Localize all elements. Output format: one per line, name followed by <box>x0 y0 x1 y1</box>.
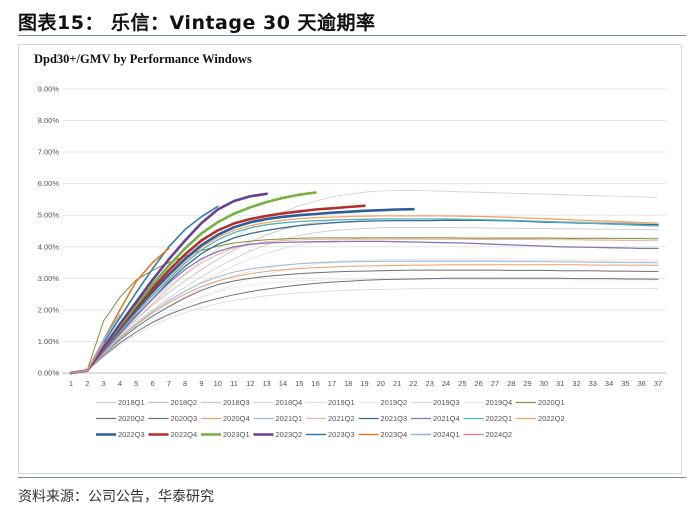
legend-label-2019Q3: 2019Q3 <box>433 398 460 407</box>
x-tick-label: 19 <box>360 379 368 388</box>
series-line-2020Q4 <box>70 264 659 374</box>
series-line-2022Q1 <box>70 218 659 374</box>
chart-frame <box>18 44 682 474</box>
y-tick-label: 5.00% <box>38 211 60 220</box>
x-tick-label: 32 <box>572 379 580 388</box>
series-line-2022Q3 <box>69 207 415 375</box>
x-tick-label: 11 <box>230 379 238 388</box>
series-line-2019Q2 <box>70 278 659 374</box>
x-tick-label: 2 <box>85 379 89 388</box>
legend-label-2020Q3: 2020Q3 <box>171 414 198 423</box>
x-tick-label: 36 <box>638 379 646 388</box>
x-tick-label: 9 <box>199 379 203 388</box>
x-tick-label: 10 <box>214 379 222 388</box>
legend-label-2021Q4: 2021Q4 <box>433 414 460 423</box>
y-tick-label: 0.00% <box>38 369 60 378</box>
series-line-2021Q1 <box>70 260 659 374</box>
x-tick-label: 29 <box>523 379 531 388</box>
y-tick-label: 2.00% <box>38 305 60 314</box>
series-line-2018Q3 <box>70 227 659 374</box>
x-tick-label: 13 <box>262 379 270 388</box>
legend-label-2022Q4: 2022Q4 <box>171 430 198 439</box>
bottom-rule <box>18 477 686 478</box>
legend-label-2023Q2: 2023Q2 <box>276 430 303 439</box>
legend-label-2018Q2: 2018Q2 <box>171 398 198 407</box>
series-line-2020Q3 <box>70 277 659 374</box>
series-line-2023Q2 <box>69 192 268 375</box>
x-tick-label: 8 <box>183 379 187 388</box>
x-tick-label: 27 <box>491 379 499 388</box>
x-tick-label: 7 <box>167 379 171 388</box>
legend-label-2023Q4: 2023Q4 <box>381 430 408 439</box>
x-tick-label: 25 <box>458 379 466 388</box>
legend-label-2020Q2: 2020Q2 <box>118 414 145 423</box>
legend-label-2021Q3: 2021Q3 <box>381 414 408 423</box>
legend-label-2022Q3: 2022Q3 <box>118 430 145 439</box>
legend-label-2019Q2: 2019Q2 <box>381 398 408 407</box>
x-tick-label: 24 <box>442 379 450 388</box>
x-tick-label: 5 <box>134 379 138 388</box>
x-tick-label: 35 <box>621 379 629 388</box>
series-line-2022Q2 <box>70 215 659 374</box>
series-line-2024Q2 <box>70 342 105 374</box>
y-tick-label: 7.00% <box>38 148 60 157</box>
x-tick-label: 14 <box>279 379 287 388</box>
x-tick-label: 30 <box>540 379 548 388</box>
figure-title: 图表15： 乐信：Vintage 30 天逾期率 <box>18 12 376 34</box>
series-line-2021Q2 <box>70 238 659 374</box>
legend-label-2023Q3: 2023Q3 <box>328 430 355 439</box>
x-tick-label: 12 <box>246 379 254 388</box>
x-tick-label: 6 <box>150 379 154 388</box>
y-tick-label: 3.00% <box>38 274 60 283</box>
series-line-2020Q2 <box>70 269 659 374</box>
legend-label-2018Q3: 2018Q3 <box>223 398 250 407</box>
x-tick-label: 3 <box>102 379 106 388</box>
y-tick-label: 1.00% <box>38 337 60 346</box>
x-tick-label: 37 <box>654 379 662 388</box>
x-tick-label: 33 <box>589 379 597 388</box>
legend-label-2019Q4: 2019Q4 <box>486 398 513 407</box>
x-tick-label: 1 <box>69 379 73 388</box>
source-note: 资料来源：公司公告，华泰研究 <box>18 489 214 505</box>
legend-label-2021Q2: 2021Q2 <box>328 414 355 423</box>
x-tick-label: 28 <box>507 379 515 388</box>
series-line-2018Q1 <box>70 190 659 374</box>
x-tick-label: 23 <box>426 379 434 388</box>
legend-label-2019Q1: 2019Q1 <box>328 398 355 407</box>
legend-label-2020Q1: 2020Q1 <box>538 398 565 407</box>
legend-label-2024Q2: 2024Q2 <box>486 430 513 439</box>
legend-label-2022Q2: 2022Q2 <box>538 414 565 423</box>
x-tick-label: 18 <box>344 379 352 388</box>
series-line-2019Q4 <box>70 258 659 374</box>
legend-label-2018Q1: 2018Q1 <box>118 398 145 407</box>
legend-label-2018Q4: 2018Q4 <box>276 398 303 407</box>
series-line-2021Q4 <box>70 240 659 374</box>
legend-label-2023Q1: 2023Q1 <box>223 430 250 439</box>
legend-label-2021Q1: 2021Q1 <box>276 414 303 423</box>
y-tick-label: 6.00% <box>38 179 60 188</box>
x-tick-label: 26 <box>474 379 482 388</box>
y-tick-label: 9.00% <box>38 85 60 94</box>
x-tick-label: 17 <box>328 379 336 388</box>
x-tick-label: 21 <box>393 379 401 388</box>
chart-title: Dpd30+/GMV by Performance Windows <box>34 52 252 66</box>
x-tick-label: 20 <box>377 379 385 388</box>
legend-label-2022Q1: 2022Q1 <box>486 414 513 423</box>
x-tick-label: 31 <box>556 379 564 388</box>
x-tick-label: 16 <box>311 379 319 388</box>
x-tick-label: 4 <box>118 379 122 388</box>
top-rule <box>18 35 686 36</box>
y-tick-label: 4.00% <box>38 242 60 251</box>
legend-label-2024Q1: 2024Q1 <box>433 430 460 439</box>
x-tick-label: 34 <box>605 379 613 388</box>
series-line-2020Q1 <box>70 237 659 374</box>
y-tick-label: 8.00% <box>38 116 60 125</box>
series-line-2019Q3 <box>70 288 659 374</box>
x-tick-label: 15 <box>295 379 303 388</box>
series-line-2021Q3 <box>70 219 659 374</box>
x-tick-label: 22 <box>409 379 417 388</box>
legend-label-2020Q4: 2020Q4 <box>223 414 250 423</box>
